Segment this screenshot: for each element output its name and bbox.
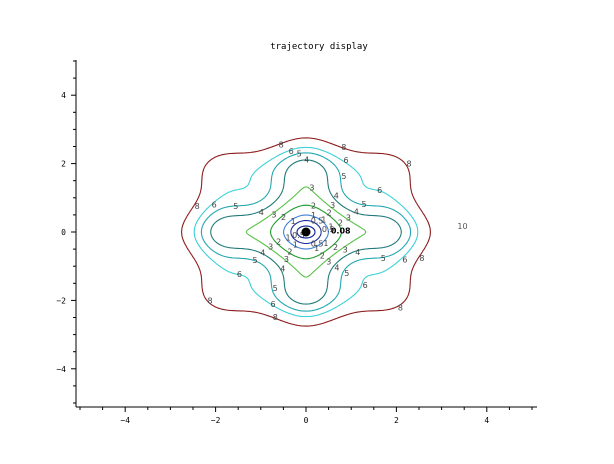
contour-label: 8 — [195, 202, 200, 211]
contour-label: 2 — [281, 213, 286, 222]
contour-label: 6 — [212, 200, 217, 209]
contour-label: 4 — [354, 207, 359, 216]
contour-label: 2 — [338, 218, 343, 227]
contour-label: 0.5 — [311, 239, 324, 248]
contour-label: 4 — [259, 208, 264, 217]
x-tick-label: 4 — [484, 416, 489, 425]
contour-label: 8 — [406, 159, 411, 168]
contour-label: 6 — [402, 256, 407, 265]
contour-label: 3 — [268, 243, 273, 252]
contour-label: 2 — [287, 248, 292, 257]
contour-label: 2 — [320, 251, 325, 260]
contour-label: 1 — [311, 211, 316, 220]
contour-label: 3 — [284, 255, 289, 264]
contour-level-1 — [283, 214, 329, 250]
contour-label: 4 — [280, 265, 285, 274]
contour-label: 5 — [233, 202, 238, 211]
contour-level-0_5 — [290, 219, 322, 245]
contour-level-2 — [270, 204, 342, 260]
contour-label: 8 — [208, 297, 213, 306]
contour-label: 0.5 — [322, 225, 335, 234]
contour-label: 5 — [253, 256, 258, 265]
contour-label: 2 — [333, 243, 338, 252]
contour-label: 4 — [334, 263, 339, 272]
contour-label: 1 — [314, 244, 319, 253]
contour-label: 4 — [304, 156, 309, 165]
contour-label: 1 — [291, 217, 296, 226]
contour-label: 1 — [286, 233, 291, 242]
trajectory-marker — [301, 227, 311, 237]
contour-label: 1 — [293, 240, 298, 249]
contour-label: 8 — [279, 140, 284, 149]
contour-label: 4 — [260, 249, 265, 258]
y-tick-label: 0 — [61, 228, 66, 237]
contour-label: 4 — [355, 248, 360, 257]
chart-title: trajectory display — [270, 42, 368, 52]
contour-label: 3 — [309, 184, 314, 193]
x-tick-label: −2 — [211, 416, 221, 425]
contour-label: 5 — [381, 254, 386, 263]
contour-label: 3 — [346, 213, 351, 222]
contour-label: 1 — [323, 239, 328, 248]
annotations: 0.08 10 — [296, 222, 468, 239]
contour-label: 0.5 — [311, 217, 324, 226]
contour-label: 5 — [361, 200, 366, 209]
contour-label: 1 — [321, 216, 326, 225]
contour-label: 2 — [276, 238, 281, 247]
contour-level-3 — [245, 186, 367, 278]
contour-label: 3 — [330, 201, 335, 210]
y-tick-label: −2 — [56, 296, 66, 305]
contour-label: 8 — [341, 143, 346, 152]
contour-label: 5 — [344, 269, 349, 278]
contour-label: 2 — [327, 208, 332, 217]
x-tick-label: −4 — [120, 416, 130, 425]
contour-label: 6 — [270, 300, 275, 309]
x-tick-label: 2 — [394, 416, 399, 425]
contour-label: 5 — [273, 284, 278, 293]
contour-label: 6 — [363, 281, 368, 290]
trajectory-marker-ring — [296, 225, 316, 239]
contour-label: 8 — [419, 254, 424, 263]
contour-label: 2 — [311, 201, 316, 210]
contour-level-4 — [210, 159, 402, 305]
y-tick-label: −4 — [56, 365, 66, 374]
contour-label: 5 — [341, 172, 346, 181]
contour-label: 6 — [289, 147, 294, 156]
contour-label: 3 — [271, 211, 276, 220]
y-tick-label: 2 — [61, 160, 66, 169]
x-tick-label: 0 — [304, 416, 309, 425]
contour-label: 4 — [334, 191, 339, 200]
contour-label: 3 — [326, 257, 331, 266]
contour-lines — [181, 137, 431, 327]
contour-label: 8 — [273, 313, 278, 322]
contour-label: 6 — [237, 270, 242, 279]
contour-label: 5 — [297, 150, 302, 159]
contour-label: 3 — [343, 245, 348, 254]
contour-label: 8 — [398, 303, 403, 312]
contour-level-5 — [200, 152, 412, 312]
y-tick-label: 4 — [61, 91, 66, 100]
annotation-label: 10 — [457, 222, 467, 231]
contour-label: 1 — [328, 223, 333, 232]
contour-level-6 — [193, 146, 419, 318]
contour-level-8 — [181, 137, 431, 327]
contour-label: 6 — [377, 186, 382, 195]
annotation-label: 0.08 — [331, 226, 351, 235]
contour-label: 6 — [344, 156, 349, 165]
